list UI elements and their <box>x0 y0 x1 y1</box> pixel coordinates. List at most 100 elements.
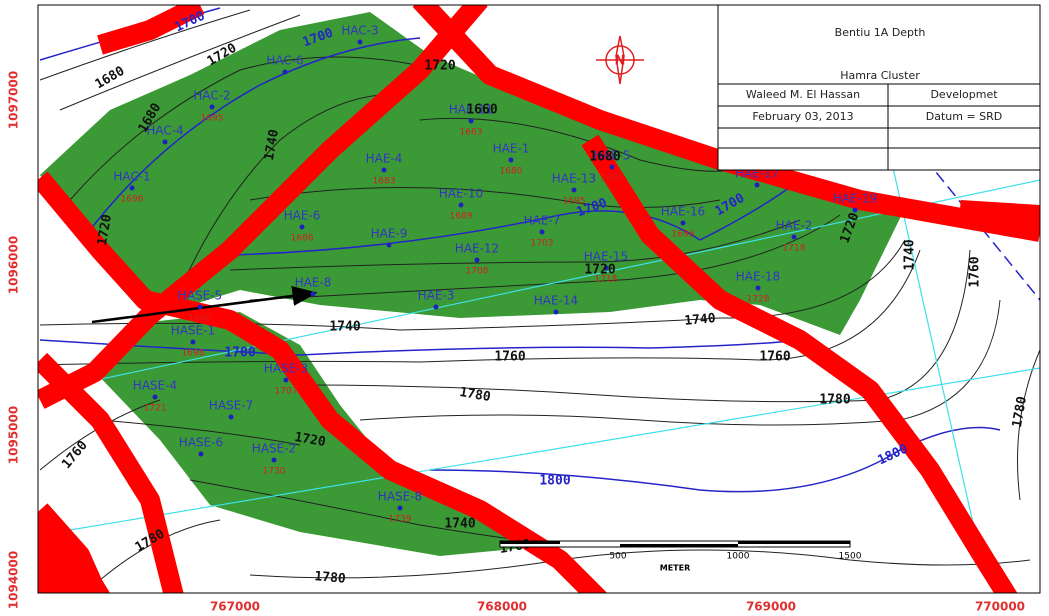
north-needle <box>596 35 644 85</box>
well-dot <box>468 118 474 124</box>
well-dot <box>310 291 316 297</box>
north-label: N <box>615 54 626 69</box>
well-dot <box>458 202 464 208</box>
contour <box>39 9 251 81</box>
well-dot <box>271 457 277 463</box>
contour-label: 1740 <box>684 311 717 329</box>
well-dot <box>539 229 545 235</box>
well-name: HASE-8 <box>378 490 422 504</box>
fault <box>38 352 184 593</box>
well-name: HASE-5 <box>178 289 222 303</box>
well-name: HAE-7 <box>524 214 561 228</box>
well-depth: 1682 <box>601 174 624 184</box>
scale-unit: METER <box>660 564 691 573</box>
well-dot <box>209 104 215 110</box>
y-tick-label: 1096000 <box>7 236 21 294</box>
contour-label: 1660 <box>466 103 497 118</box>
scale-label: 1000 <box>727 552 750 562</box>
well-depth: 1695 <box>563 197 586 207</box>
well-name: HAE-5 <box>594 149 631 163</box>
well-dot <box>198 451 204 457</box>
contour <box>249 549 1031 579</box>
well-depth: 1708 <box>466 267 489 277</box>
well-dot <box>433 304 439 310</box>
well-depth: 1730 <box>263 467 286 477</box>
well-dot <box>357 39 363 45</box>
well-dot <box>680 220 686 226</box>
contour-label: 1680 <box>93 64 128 93</box>
contour <box>59 14 301 111</box>
well-name: HASE-2 <box>252 442 296 456</box>
contour <box>179 94 381 291</box>
well-name: HAE-14 <box>534 294 578 308</box>
well-dot <box>162 139 168 145</box>
well-dot <box>603 265 609 271</box>
well-name: HAE-10 <box>439 187 483 201</box>
contour <box>1017 349 1040 501</box>
well-name: HAC-2 <box>193 89 230 103</box>
contour <box>249 214 841 301</box>
scale-segment <box>500 541 560 544</box>
x-tick-label: 768000 <box>477 600 527 614</box>
well-name: HAC-3 <box>341 24 378 38</box>
well-dot <box>381 167 387 173</box>
fault <box>959 200 1040 225</box>
well-depth: 1689 <box>450 212 473 222</box>
y-tick-label: 1095000 <box>7 406 21 464</box>
fault <box>38 5 488 409</box>
reservoir-south <box>95 312 525 556</box>
well-dot <box>754 182 760 188</box>
well-depth: 1721 <box>144 404 167 414</box>
faults <box>38 5 1040 593</box>
well-name: HASE-7 <box>209 399 253 413</box>
contour <box>189 479 521 541</box>
well-dot <box>152 394 158 400</box>
contour-label: 1740 <box>444 517 475 532</box>
well-name: HAE-1 <box>493 142 530 156</box>
fault <box>38 171 608 593</box>
scale-label: 1500 <box>839 552 862 562</box>
map-frame <box>37 4 1041 594</box>
well-dot <box>228 414 234 420</box>
fault <box>581 134 1018 593</box>
well-name: HAE-18 <box>736 270 780 284</box>
well-dot <box>791 234 797 240</box>
well-dot <box>508 157 514 163</box>
contour <box>39 249 921 366</box>
x-tick-label: 770000 <box>975 600 1025 614</box>
well-depth: 1686 <box>189 314 212 324</box>
well-name: HASE-3 <box>264 362 308 376</box>
well-dot <box>282 69 288 75</box>
well-name: HAC-6 <box>266 54 303 68</box>
well-depth: 1680 <box>500 167 523 177</box>
well-dot <box>852 207 858 213</box>
well-name: HAE-2 <box>776 219 813 233</box>
well-dot <box>571 187 577 193</box>
stage: Developmet <box>930 88 998 101</box>
well-name: HAE-8 <box>295 276 332 290</box>
well-depth: 1695 <box>201 114 224 124</box>
contour-label: 1780 <box>458 385 492 405</box>
contour-label: 1760 <box>968 256 983 287</box>
contour-label: 1700 <box>224 346 255 361</box>
title-block: Bentiu 1A Depth Hamra Cluster Waleed M. … <box>717 4 1041 171</box>
well-name: HAE-9 <box>371 227 408 241</box>
well-dot <box>197 304 203 310</box>
well-depth: 1696 <box>672 230 695 240</box>
section-arrow <box>91 285 318 324</box>
fault <box>97 5 205 55</box>
well-depth: 1686 <box>291 234 314 244</box>
contour-label: 1800 <box>539 474 570 489</box>
contour-label: 1780 <box>819 393 850 408</box>
contour-label: 1780 <box>1010 395 1030 429</box>
contour <box>69 56 431 201</box>
well-name: HAE-13 <box>552 172 596 186</box>
contour-label: 1760 <box>759 350 790 365</box>
x-tick-label: 767000 <box>210 600 260 614</box>
contour-label: 1680 <box>589 150 620 165</box>
contour-label: 1780 <box>314 569 347 587</box>
well-name: HAE-12 <box>455 242 499 256</box>
well-depth: 1707 <box>275 387 298 397</box>
well-name: HASE-6 <box>179 436 223 450</box>
